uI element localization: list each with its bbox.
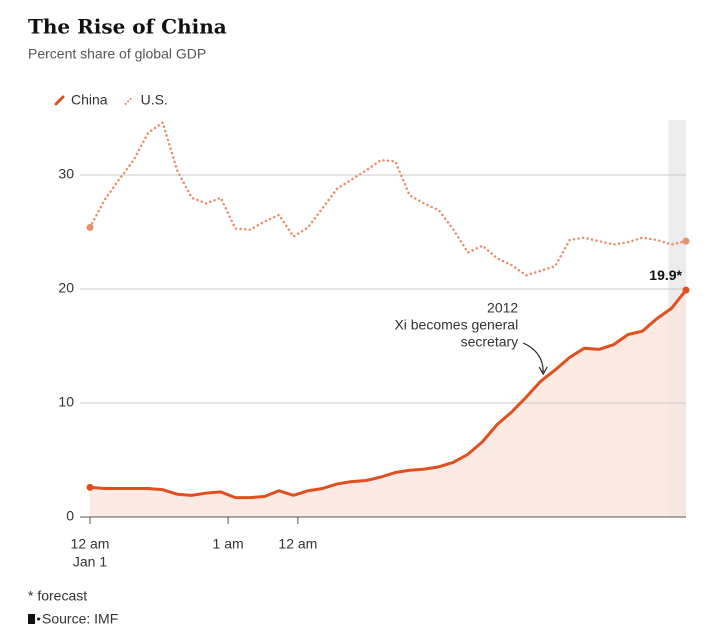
legend-icon xyxy=(124,96,134,105)
annotation: secretary xyxy=(461,334,519,350)
annotation-arrow xyxy=(522,342,544,373)
x-tick-sublabel: Jan 1 xyxy=(73,554,107,570)
legend-icon xyxy=(54,95,65,106)
end-dot xyxy=(682,286,690,294)
legend-label: U.S. xyxy=(141,92,168,108)
footnote: * forecast xyxy=(28,588,87,604)
y-tick-label: 10 xyxy=(58,394,74,410)
logo xyxy=(28,614,35,624)
end-dot xyxy=(682,237,690,245)
line xyxy=(88,288,688,500)
x-tick-label: 12 am xyxy=(71,536,110,552)
end-dot xyxy=(86,223,94,231)
annotation: 2012 xyxy=(487,300,518,316)
y-tick-label: 30 xyxy=(58,166,74,182)
annotation: Xi becomes general xyxy=(394,317,518,333)
chart-title: The Rise of China xyxy=(28,15,227,39)
end-dot xyxy=(86,483,94,491)
y-tick-label: 0 xyxy=(66,508,74,524)
x-tick-label: 1 am xyxy=(213,536,244,552)
area xyxy=(90,290,686,517)
source: Source: IMF xyxy=(42,611,118,627)
end-label: 19.9* xyxy=(649,267,682,283)
legend-item: China xyxy=(54,92,108,108)
logo-dot xyxy=(37,617,40,621)
line xyxy=(88,121,688,277)
annotation-arrowhead xyxy=(538,366,548,376)
x-tick-label: 12 am xyxy=(278,536,317,552)
y-tick-label: 20 xyxy=(58,280,74,296)
legend-label: China xyxy=(71,92,108,108)
legend-item: U.S. xyxy=(124,92,168,108)
chart-subtitle: Percent share of global GDP xyxy=(28,46,206,62)
